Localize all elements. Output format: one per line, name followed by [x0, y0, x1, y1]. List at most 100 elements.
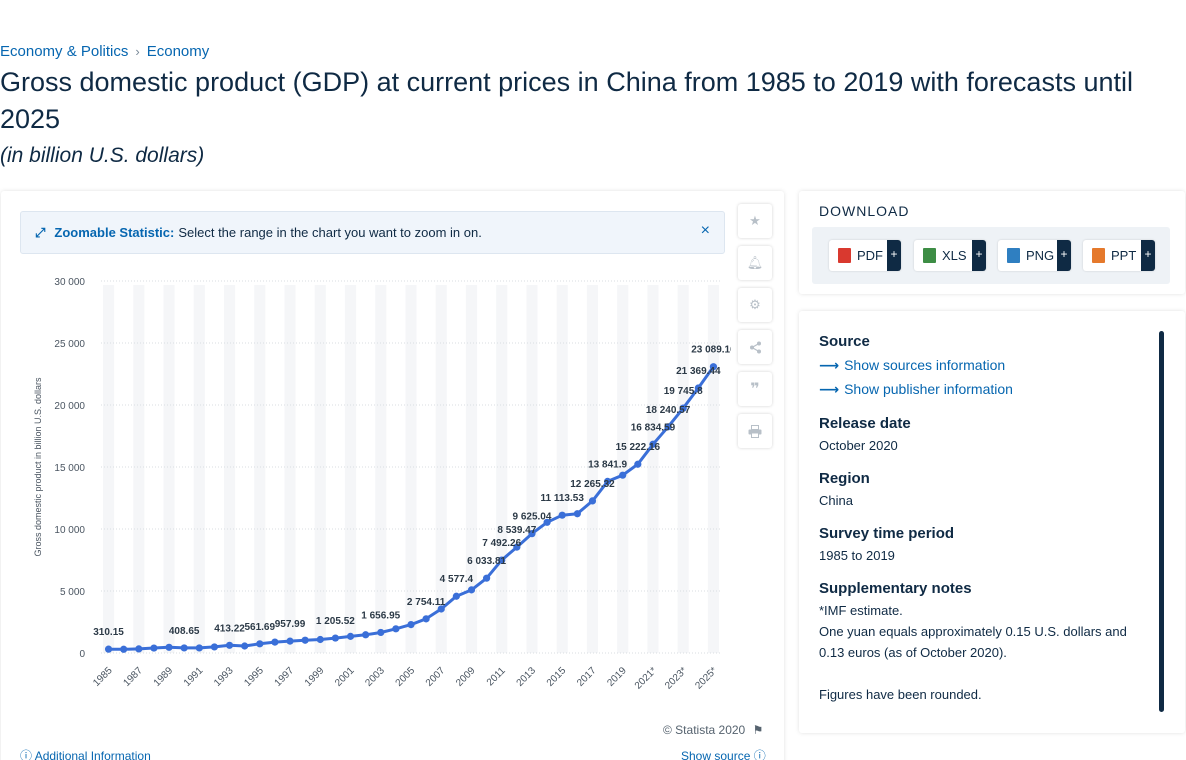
x-tick-label: 1999	[303, 665, 327, 689]
download-pdf-button[interactable]: PDF +	[829, 240, 901, 271]
plus-icon[interactable]: +	[887, 240, 901, 271]
column-band	[314, 285, 326, 653]
gear-icon[interactable]: ⚙	[738, 288, 772, 322]
show-publisher-link[interactable]: ⟶ Show publisher information	[819, 381, 1013, 398]
data-point	[422, 615, 430, 623]
data-point	[467, 586, 476, 594]
y-axis-label: Gross domestic product in billion U.S. d…	[33, 377, 43, 557]
plus-icon[interactable]: +	[1141, 240, 1155, 271]
data-point	[301, 636, 309, 644]
plus-icon[interactable]: +	[1057, 240, 1071, 271]
share-icon[interactable]	[738, 330, 772, 364]
data-point	[498, 556, 506, 564]
data-label: 408.65	[169, 626, 200, 637]
expand-icon: ⤢	[35, 224, 46, 240]
x-tick-label: 1997	[273, 665, 297, 689]
show-publisher-label: Show publisher information	[844, 381, 1013, 397]
arrow-right-icon: ⟶	[819, 381, 840, 397]
note-currency: One yuan equals approximately 0.15 U.S. …	[819, 624, 1127, 660]
column-band	[496, 285, 508, 653]
y-tick-label: 30 000	[54, 277, 85, 288]
data-point	[649, 440, 657, 448]
data-point	[104, 645, 113, 653]
release-date-value: October 2020	[819, 438, 898, 453]
data-label: 4 577.4	[440, 574, 474, 585]
column-band	[284, 285, 296, 653]
quote-icon[interactable]: ❞	[738, 372, 772, 406]
data-label: 957.99	[275, 619, 306, 630]
data-label: 23 089.16	[691, 345, 731, 356]
additional-information-link[interactable]: ⓘ Additional Information	[20, 747, 151, 760]
data-point	[241, 642, 249, 650]
survey-period-value: 1985 to 2019	[819, 548, 895, 563]
plus-icon[interactable]: +	[972, 240, 986, 271]
data-point	[452, 592, 460, 600]
column-band	[405, 285, 417, 653]
data-label: 13 841.9	[588, 459, 627, 470]
data-point	[150, 644, 158, 652]
note-rounded: Figures have been rounded.	[819, 687, 982, 702]
chart-toolbar: ★ 🔔︎ ⚙ ❞	[738, 204, 772, 456]
x-tick-label: 2005	[394, 665, 418, 689]
data-point	[709, 363, 718, 371]
statistic-info-card: Source ⟶ Show sources information ⟶ Show p…	[799, 311, 1185, 733]
x-tick-label: 2023*	[663, 665, 689, 691]
zoom-notice: ⤢ Zoomable Statistic: Select the range i…	[20, 211, 725, 254]
gdp-line-chart[interactable]: 0 5 000 10 000 15 000 20 000 25 000 30 000 Gros…	[21, 266, 731, 696]
print-icon[interactable]	[738, 414, 772, 448]
png-file-icon	[1007, 248, 1020, 263]
download-buttons: PDF + XLS + PNG + PPT +	[812, 227, 1170, 284]
close-icon[interactable]: ×	[700, 222, 710, 239]
data-label: 15 222.16	[616, 442, 661, 453]
pdf-file-icon	[838, 248, 851, 263]
additional-information-label: Additional Information	[34, 749, 151, 760]
breadcrumb-link-economy[interactable]: Economy	[146, 43, 210, 60]
column-band	[617, 285, 629, 653]
show-source-link[interactable]: Show source ⓘ	[681, 747, 766, 760]
flag-icon[interactable]: ⚑	[752, 723, 764, 737]
download-ppt-button[interactable]: PPT +	[1083, 240, 1155, 271]
column-band	[163, 285, 175, 653]
show-sources-link[interactable]: ⟶ Show sources information	[819, 357, 1005, 374]
x-tick-label: 1995	[242, 665, 266, 689]
y-tick-label: 15 000	[54, 463, 85, 474]
print-glyph	[748, 424, 762, 438]
bell-icon[interactable]: 🔔︎	[738, 246, 772, 280]
x-tick-label: 2003	[363, 665, 387, 689]
data-point	[271, 638, 279, 646]
data-point	[135, 645, 143, 653]
breadcrumb-link-economy-politics[interactable]: Economy & Politics	[0, 43, 129, 60]
download-title: DOWNLOAD	[819, 203, 910, 219]
data-point	[679, 404, 687, 412]
star-icon[interactable]: ★	[738, 204, 772, 238]
data-point	[120, 645, 128, 653]
chart-card: ⤢ Zoomable Statistic: Select the range i…	[1, 191, 784, 760]
data-point	[619, 471, 627, 479]
data-point	[483, 574, 491, 582]
note-spacer	[819, 663, 1139, 684]
x-tick-label: 1989	[152, 665, 176, 689]
show-sources-label: Show sources information	[844, 357, 1006, 373]
download-png-button[interactable]: PNG +	[998, 240, 1071, 271]
data-label: 11 113.53	[541, 493, 585, 504]
x-tick-label: 2021*	[633, 665, 659, 691]
data-point	[528, 530, 536, 538]
download-xls-button[interactable]: XLS +	[914, 240, 986, 271]
source-heading: Source	[819, 333, 870, 350]
x-tick-label: 2013	[515, 665, 539, 689]
x-tick-label: 2001	[333, 665, 357, 689]
x-tick-label: 1993	[212, 665, 236, 689]
page-subtitle: (in billion U.S. dollars)	[0, 144, 205, 167]
data-point	[588, 497, 597, 505]
data-label: 1 205.52	[316, 616, 355, 627]
copyright: © Statista 2020 ⚑	[663, 723, 763, 737]
y-tick-label: 10 000	[54, 525, 85, 536]
xls-file-icon	[923, 248, 936, 263]
column-band	[254, 285, 266, 653]
column-band	[103, 285, 115, 653]
region-heading: Region	[819, 470, 870, 487]
scrollbar[interactable]	[1159, 331, 1164, 712]
y-tick-label: 5 000	[60, 587, 85, 598]
x-tick-label: 2019	[605, 665, 629, 689]
download-pdf-label: PDF	[857, 248, 883, 263]
